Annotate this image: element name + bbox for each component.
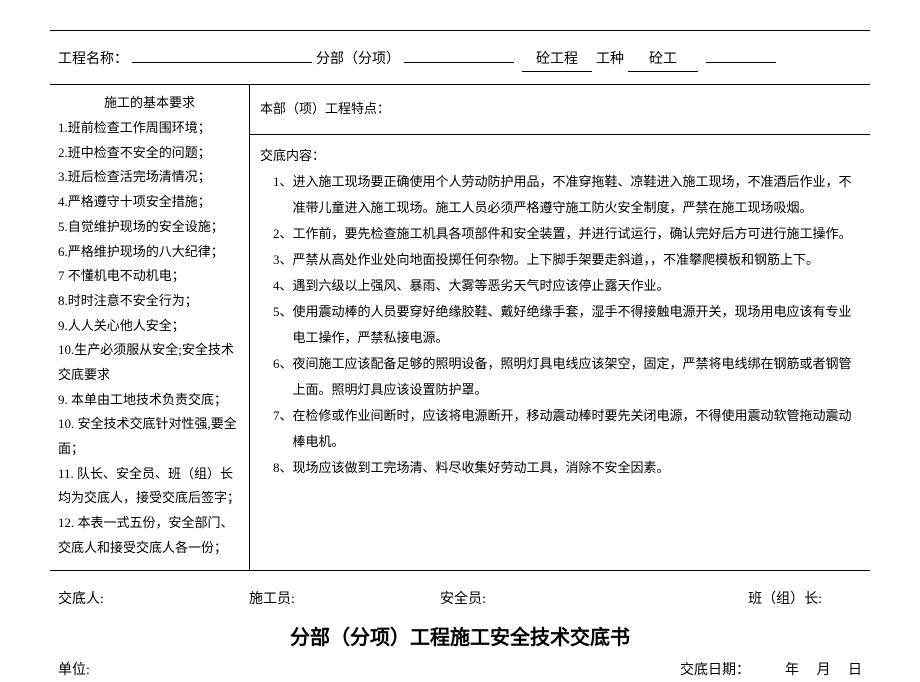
req-item: 1.班前检查工作周围环境； xyxy=(58,116,241,141)
req-item: 2.班中检查不安全的问题； xyxy=(58,141,241,166)
req-item: 3.班后检查活完场清情况； xyxy=(58,165,241,190)
content-item: 6、夜间施工应该配备足够的照明设备，照明灯具电线应该架空，固定，严禁将电线绑在钢… xyxy=(260,351,860,403)
signers-row: 交底人: 施工员: 安全员: 班（组）长: xyxy=(50,571,870,617)
req-item: 9. 本单由工地技术负责交底； xyxy=(58,388,241,413)
worktype-value: 砼工 xyxy=(628,49,698,72)
req-item: 8.时时注意不安全行为； xyxy=(58,289,241,314)
bottom-row: 单位: 交底日期： 年 月 日 xyxy=(50,654,870,682)
req-item: 4.严格遵守十项安全措施； xyxy=(58,190,241,215)
subproject-label: 分部（分项） xyxy=(316,49,400,71)
content-head: 交底内容： xyxy=(260,143,860,169)
req-item: 10. 安全技术交底针对性强,要全面； xyxy=(58,412,241,461)
worktype-blank[interactable] xyxy=(706,62,776,63)
req-item: 10.生产必须服从安全;安全技术交底要求 xyxy=(58,338,241,387)
discloser-label: 交底人: xyxy=(58,589,249,611)
content-item: 7、在检修或作业间断时，应该将电源断开，移动震动棒时要先关闭电源，不得使用震动软… xyxy=(260,403,860,455)
subproject-field[interactable] xyxy=(404,49,514,63)
content-item: 4、遇到六级以上强风、暴雨、大雾等恶劣天气时应该停止露天作业。 xyxy=(260,273,860,299)
content-item: 2、工作前，要先检查施工机具各项部件和安全装置，并进行试运行，确认完好后方可进行… xyxy=(260,221,860,247)
content-item: 1、进入施工现场要正确使用个人劳动防护用品，不准穿拖鞋、凉鞋进入施工现场，不准酒… xyxy=(260,169,860,221)
worktype-label: 工种 xyxy=(596,49,624,71)
requirements-title: 施工的基本要求 xyxy=(58,91,241,116)
unit-label: 单位: xyxy=(58,660,680,682)
req-item: 6.严格维护现场的八大纪律； xyxy=(58,240,241,265)
content-item: 3、严禁从高处作业处向地面投掷任何杂物。上下脚手架要走斜道，，不准攀爬模板和钢筋… xyxy=(260,247,860,273)
content-column: 本部（项）工程特点： 交底内容： 1、进入施工现场要正确使用个人劳动防护用品，不… xyxy=(250,85,870,570)
document-title: 分部（分项）工程施工安全技术交底书 xyxy=(50,622,870,654)
team-leader-label: 班（组）长: xyxy=(631,589,862,611)
req-item: 7 不懂机电不动机电； xyxy=(58,264,241,289)
header-row: 工程名称： 分部（分项） 砼工程 工种 砼工 xyxy=(50,30,870,85)
date-label: 交底日期： 年 月 日 xyxy=(680,660,862,682)
req-item: 5.自觉维护现场的安全设施； xyxy=(58,215,241,240)
disclosure-content: 交底内容： 1、进入施工现场要正确使用个人劳动防护用品，不准穿拖鞋、凉鞋进入施工… xyxy=(250,135,870,491)
safety-officer-label: 安全员: xyxy=(440,589,631,611)
req-item: 9.人人关心他人安全； xyxy=(58,314,241,339)
project-features-label: 本部（项）工程特点： xyxy=(250,85,870,135)
project-name-field[interactable] xyxy=(132,49,312,63)
content-item: 8、现场应该做到工完场清、料尽收集好劳动工具，消除不安全因素。 xyxy=(260,455,860,481)
constructor-label: 施工员: xyxy=(249,589,440,611)
requirements-column: 施工的基本要求 1.班前检查工作周围环境； 2.班中检查不安全的问题； 3.班后… xyxy=(50,85,250,570)
main-table: 施工的基本要求 1.班前检查工作周围环境； 2.班中检查不安全的问题； 3.班后… xyxy=(50,85,870,571)
req-item: 11. 队长、安全员、班（组）长均为交底人，接受交底后签字； xyxy=(58,462,241,511)
content-item: 5、使用震动棒的人员要穿好绝缘胶鞋、戴好绝缘手套，湿手不得接触电源开关，现场用电… xyxy=(260,299,860,351)
project-name-label: 工程名称： xyxy=(58,49,128,71)
concrete-project-value: 砼工程 xyxy=(522,49,592,72)
req-item: 12. 本表一式五份，安全部门、交底人和接受交底人各一份； xyxy=(58,511,241,560)
